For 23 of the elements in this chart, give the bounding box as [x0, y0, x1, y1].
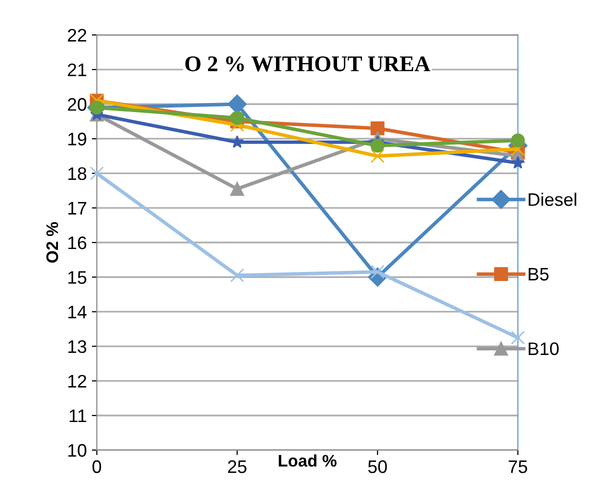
x-tick-label: 25 — [228, 460, 246, 474]
x-tick-label: 0 — [92, 460, 102, 474]
y-tick-label: 21 — [68, 63, 86, 76]
y-tick-label: 18 — [68, 167, 86, 180]
y-tick-label: 22 — [68, 28, 86, 42]
text: O 2 % WITHOUT UREA — [185, 56, 430, 72]
y-tick-label: 15 — [68, 271, 86, 284]
y-axis-title: O2 % — [46, 222, 58, 263]
x-tick-label: 50 — [368, 460, 387, 474]
legend-label: B10 — [528, 342, 559, 356]
x-axis-title: Load % — [278, 454, 337, 467]
y-tick-label: 12 — [68, 374, 86, 388]
y-tick-label: 13 — [68, 340, 86, 354]
legend-label: B5 — [528, 268, 549, 281]
y-tick-label: 11 — [70, 410, 86, 422]
x-tick-label: 75 — [508, 460, 528, 474]
y-tick-label: 16 — [68, 236, 86, 250]
y-tick-label: 17 — [68, 202, 86, 214]
y-tick-label: 20 — [68, 98, 86, 111]
legend-label: Diesel — [528, 192, 576, 206]
y-tick-label: 14 — [68, 306, 87, 318]
y-tick-label: 19 — [68, 132, 86, 146]
y-tick-label: 10 — [68, 444, 86, 457]
